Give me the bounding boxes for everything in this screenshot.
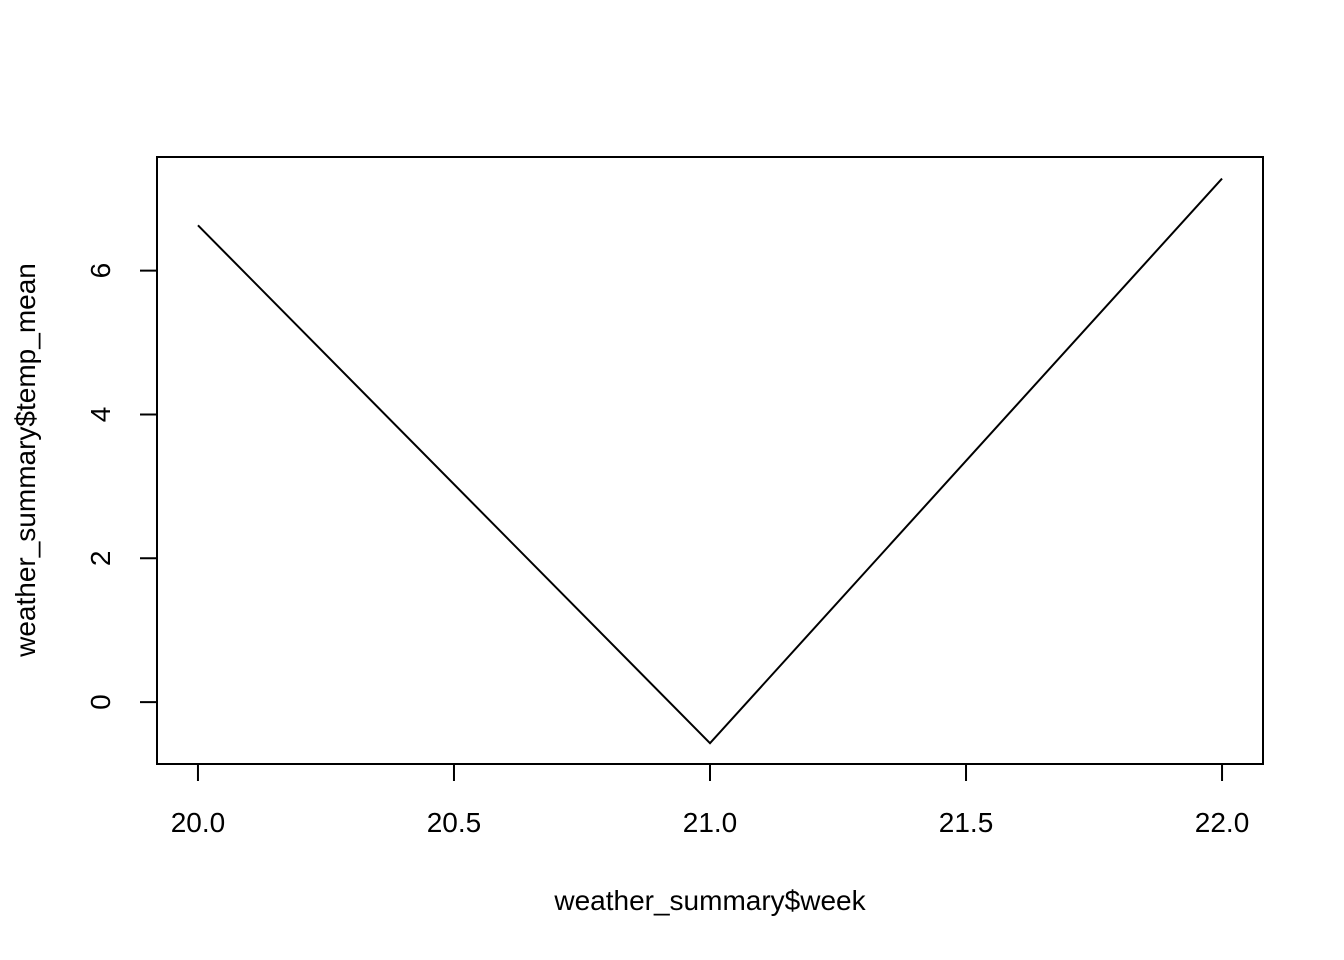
x-tick-label: 22.0 xyxy=(1195,807,1250,838)
y-tick-label: 2 xyxy=(85,551,116,567)
series-layer xyxy=(197,177,1223,745)
y-tick-label: 0 xyxy=(85,694,116,710)
y-axis-title: weather_summary$temp_mean xyxy=(10,263,41,658)
x-tick-label: 20.0 xyxy=(171,807,226,838)
y-tick-label: 4 xyxy=(85,407,116,423)
x-tick-label: 21.5 xyxy=(939,807,994,838)
series-line xyxy=(197,177,1223,745)
x-axis-title: weather_summary$week xyxy=(553,885,866,916)
x-tick-label: 20.5 xyxy=(427,807,482,838)
x-tick-label: 21.0 xyxy=(683,807,738,838)
y-axis: 0 2 4 6 xyxy=(85,263,158,710)
x-axis: 20.0 20.5 21.0 21.5 22.0 xyxy=(171,763,1250,838)
y-tick-label: 6 xyxy=(85,263,116,279)
